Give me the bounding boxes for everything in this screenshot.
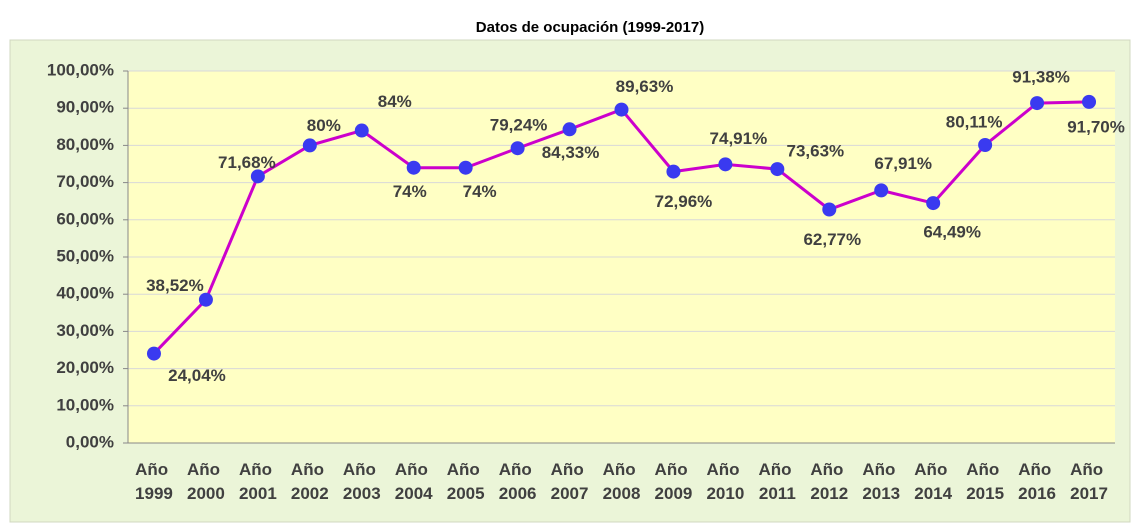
data-label: 74% — [393, 182, 427, 201]
data-label: 73,63% — [787, 142, 845, 161]
marker — [354, 123, 369, 138]
marker — [1082, 94, 1097, 109]
x-tick-label: Año 1999 — [135, 460, 173, 503]
x-tick-label: Año 2003 — [343, 460, 381, 503]
y-tick-label: 30,00% — [56, 321, 114, 340]
marker — [770, 162, 785, 177]
data-label: 84,33% — [542, 143, 600, 162]
y-tick-label: 40,00% — [56, 284, 114, 303]
x-tick-label: Año 2002 — [291, 460, 329, 503]
x-tick-label: Año 2007 — [551, 460, 589, 503]
y-tick-label: 0,00% — [66, 432, 114, 451]
marker — [198, 292, 213, 307]
data-label: 62,77% — [803, 230, 861, 249]
y-tick-label: 10,00% — [56, 395, 114, 414]
x-tick-label: Año 2004 — [395, 460, 433, 503]
data-label: 24,04% — [168, 366, 226, 385]
data-label: 72,96% — [655, 192, 713, 211]
data-label: 64,49% — [923, 223, 981, 242]
x-tick-label: Año 2012 — [810, 460, 848, 503]
x-tick-label: Año 2014 — [914, 460, 952, 503]
y-tick-label: 60,00% — [56, 209, 114, 228]
y-tick-label: 90,00% — [56, 98, 114, 117]
data-label: 74,91% — [710, 129, 768, 148]
chart-title: Datos de ocupación (1999-2017) — [476, 19, 704, 36]
marker — [302, 138, 317, 153]
x-tick-label: Año 2008 — [603, 460, 641, 503]
marker — [666, 164, 681, 179]
marker — [718, 157, 733, 172]
marker — [250, 169, 265, 184]
x-tick-label: Año 2015 — [966, 460, 1004, 503]
data-label: 91,70% — [1067, 117, 1125, 136]
marker — [458, 160, 473, 175]
y-tick-label: 50,00% — [56, 246, 114, 265]
marker — [510, 141, 525, 156]
data-label: 71,68% — [218, 153, 276, 172]
marker — [822, 202, 837, 217]
data-label: 67,91% — [874, 154, 932, 173]
marker — [406, 160, 421, 175]
data-label: 74% — [463, 182, 497, 201]
data-label: 38,52% — [146, 276, 204, 295]
x-tick-label: Año 2013 — [862, 460, 900, 503]
marker — [1030, 96, 1045, 111]
x-tick-label: Año 2006 — [499, 460, 537, 503]
y-tick-label: 20,00% — [56, 358, 114, 377]
marker — [874, 183, 889, 198]
data-label: 79,24% — [490, 116, 548, 135]
y-tick-label: 100,00% — [47, 60, 114, 79]
x-tick-label: Año 2005 — [447, 460, 485, 503]
marker — [562, 122, 577, 137]
x-tick-label: Año 2011 — [758, 460, 796, 503]
y-tick-label: 80,00% — [56, 135, 114, 154]
data-label: 89,63% — [616, 77, 674, 96]
x-tick-label: Año 2009 — [655, 460, 693, 503]
data-label: 80,11% — [946, 112, 1003, 131]
x-tick-label: Año 2010 — [706, 460, 744, 503]
marker — [146, 346, 161, 361]
marker — [926, 196, 941, 211]
x-tick-label: Año 2016 — [1018, 460, 1056, 503]
marker — [614, 102, 629, 117]
x-tick-label: Año 2000 — [187, 460, 225, 503]
y-tick-label: 70,00% — [56, 172, 114, 191]
x-tick-label: Año 2001 — [239, 460, 277, 503]
marker — [978, 137, 993, 152]
data-label: 80% — [307, 116, 341, 135]
data-label: 84% — [378, 92, 412, 111]
x-tick-label: Año 2017 — [1070, 460, 1108, 503]
data-label: 91,38% — [1012, 68, 1070, 87]
